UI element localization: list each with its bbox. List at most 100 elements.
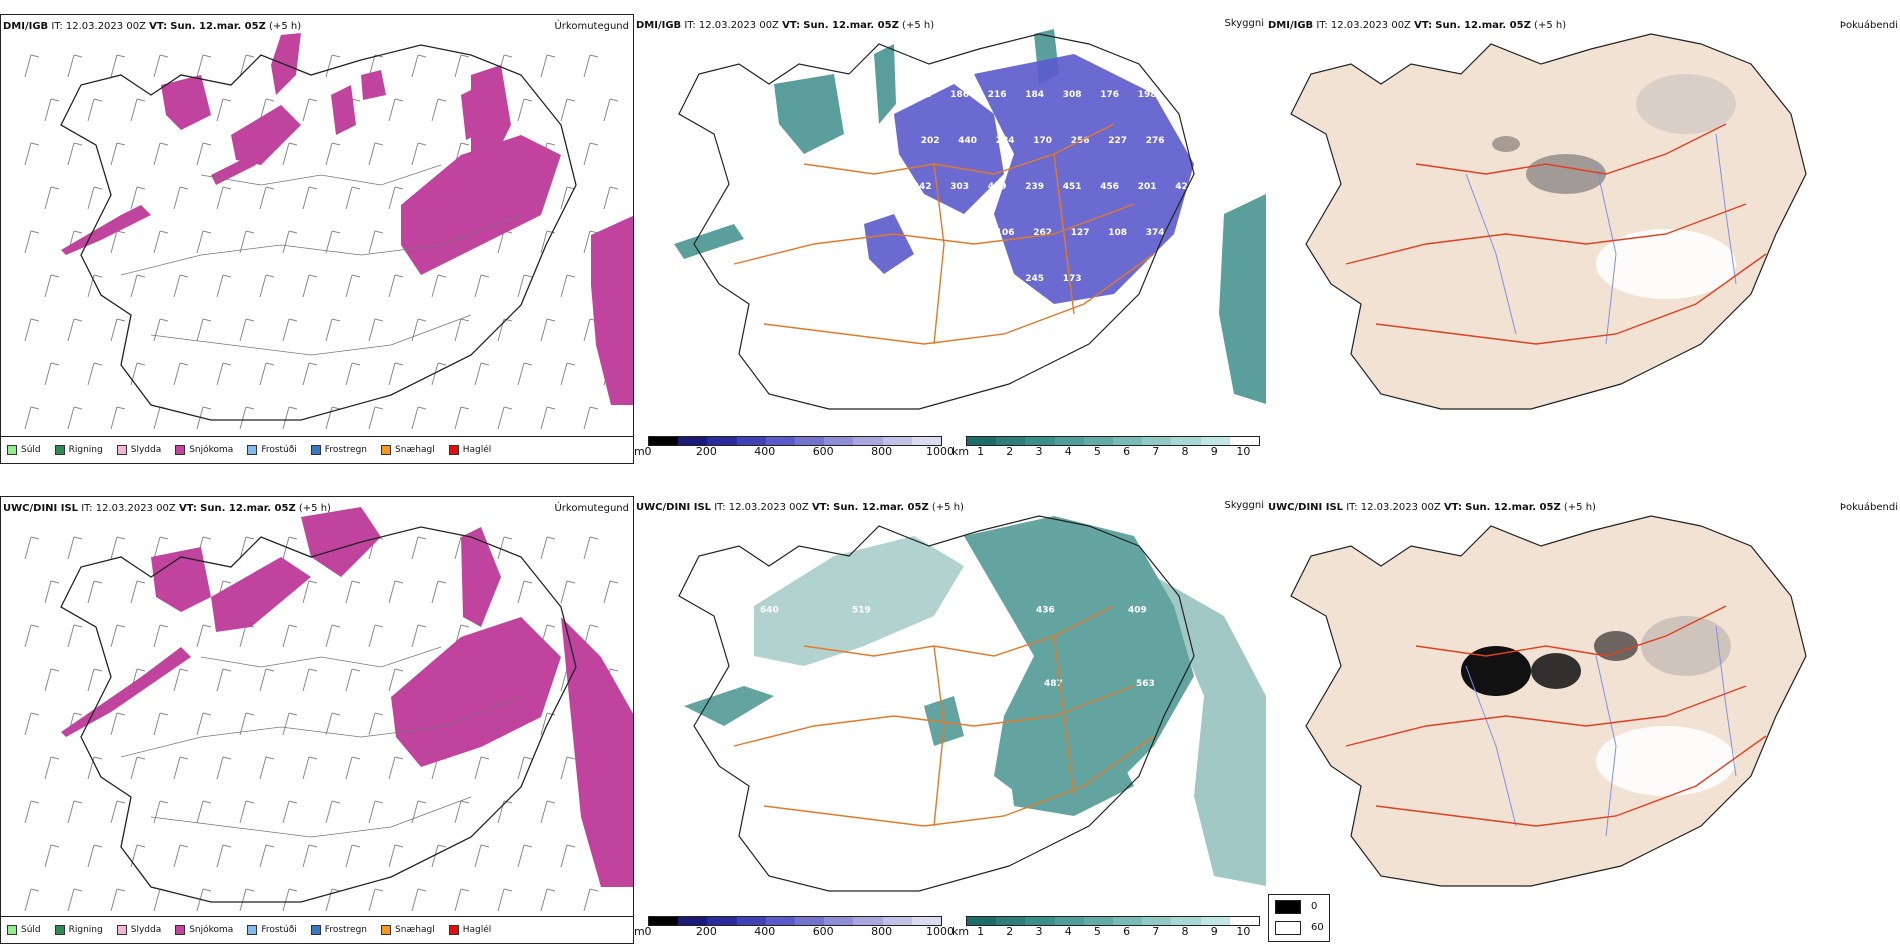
wind-barb [87,844,103,868]
wind-barb [497,406,513,430]
fog-swatch-white [1275,921,1301,935]
legend-swatch [54,925,65,935]
colorbar-tick: 10 [1236,445,1251,458]
wind-barb [583,536,599,560]
wind-barb [110,230,126,254]
ceiling-value-label: 173 [1063,274,1082,284]
wind-barb [540,406,556,430]
ceiling-value-label: 239 [944,606,963,616]
legend-swatch [54,445,65,455]
wind-barb [87,98,103,122]
ceiling-value-label: 838 [952,679,971,689]
wind-barb [110,888,126,912]
wind-barb [282,318,298,342]
iceland-outline [678,33,1195,410]
wind-barb [517,756,533,780]
wind-barb [560,274,576,298]
product-label: Skyggni [1224,18,1264,29]
colorbar-tick: 800 [871,445,893,458]
wind-barb [497,888,513,912]
wind-barb [388,362,404,386]
wind-barb [216,362,232,386]
legend-item: Snjókoma [175,445,233,455]
wind-barb [302,580,318,604]
ceiling-areas [864,54,1194,304]
colorbar-tick: 1000 [926,925,954,938]
wind-barb [24,712,40,736]
colorbar-segment [967,917,997,925]
wind-barb [87,580,103,604]
ceiling-value-label: 308 [1063,90,1082,100]
colorbar-segment [649,437,679,445]
wind-barb [67,888,83,912]
ceiling-value-label: 239 [1025,182,1044,192]
ceiling-unit: m [634,445,645,458]
legend-item: Haglél [448,925,491,935]
wind-barb [388,668,404,692]
wind-barb [411,536,427,560]
colorbar-segment [1142,437,1172,445]
product-label: Skyggni [1224,500,1264,511]
wind-barb [24,624,40,648]
wind-barb [110,54,126,78]
colorbar-segment [707,437,737,445]
wind-barb [153,406,169,430]
iceland-outline [60,526,577,903]
wind-barb [196,142,212,166]
roads [733,605,1155,827]
wind-barb [540,712,556,736]
roads [1345,605,1767,827]
wind-barb [603,186,619,210]
wind-barb [497,318,513,342]
wind-barb [259,274,275,298]
colorbar-segment [678,437,708,445]
colorbar-segment [707,917,737,925]
legend-item: Rigning [54,925,103,935]
legend-swatch [448,445,459,455]
wind-barb [345,362,361,386]
legend-swatch [175,445,186,455]
wind-barb [196,54,212,78]
wind-barb [239,536,255,560]
wind-barb [67,624,83,648]
wind-barb [196,888,212,912]
wind-barb [368,318,384,342]
ceiling-value-label: 495 [760,752,779,762]
colorbar-tick: 1 [977,925,985,938]
wind-barb [282,888,298,912]
wind-barb [325,624,341,648]
visibility-colorbar-bar [966,916,1260,926]
wind-barb [583,888,599,912]
wind-barb [259,186,275,210]
wind-barb [560,756,576,780]
wind-barb [302,756,318,780]
wind-barb [259,668,275,692]
ceiling-value-label: 372 [950,274,969,284]
legend-item: Haglél [448,445,491,455]
colorbar-tick: 600 [812,445,834,458]
ceiling-colorbar: m 0 200 400 600 800 1000 [634,436,954,458]
colorbar-segment [1083,917,1114,925]
wind-barb [431,274,447,298]
fog-panel-top: DMI/IGB IT: 12.03.2023 00Z VT: Sun. 12.m… [1266,14,1900,464]
wind-barb [216,98,232,122]
legend-item: Snjókoma [175,925,233,935]
wind-barb [110,800,126,824]
wind-barb [216,274,232,298]
wind-barb [130,580,146,604]
ceiling-value-label: 186 [950,90,969,100]
colorbar-tick: 4 [1064,445,1072,458]
wind-barb [153,54,169,78]
colorbar-tick: 9 [1210,445,1218,458]
wind-barb [87,186,103,210]
colorbar-tick: 5 [1093,445,1101,458]
panel-title: DMI/IGB IT: 12.03.2023 00Z VT: Sun. 12.m… [3,21,302,32]
legend-item: Súld [7,445,41,455]
colorbar-segment [853,437,883,445]
wind-barb [130,186,146,210]
legend-swatch [381,445,392,455]
ceiling-value-label: 276 [1146,136,1165,146]
colorbar-segment [1025,917,1055,925]
wind-barb [239,406,255,430]
precip-panel-bottom: UWC/DINI ISL IT: 12.03.2023 00Z VT: Sun.… [0,496,634,944]
